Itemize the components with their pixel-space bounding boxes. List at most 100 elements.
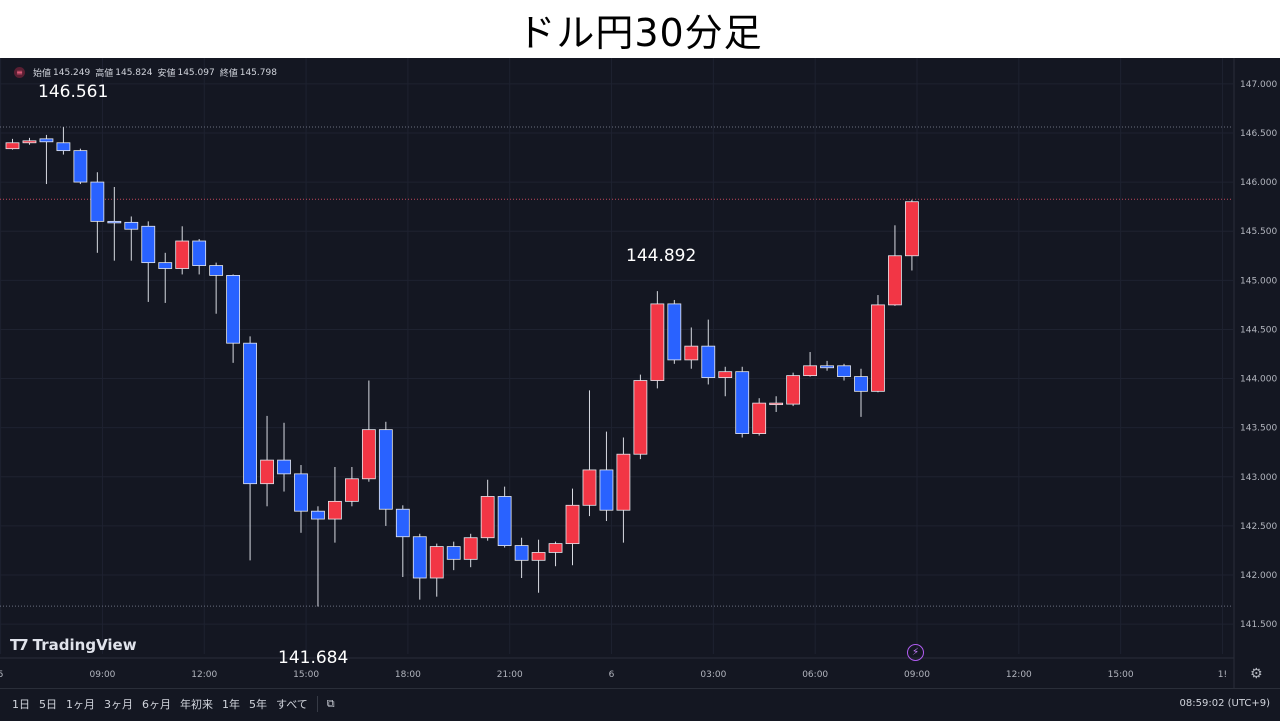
- open-value: 145.249: [53, 67, 91, 78]
- x-tick-label-2: 12:00: [191, 670, 217, 680]
- symbol-icon[interactable]: ≡: [14, 67, 25, 78]
- candle-body-21: [361, 429, 376, 480]
- candle-body-2: [39, 138, 54, 143]
- candle-body-35: [599, 469, 614, 511]
- y-tick-label-9: 142.500: [1240, 522, 1277, 532]
- range-1d[interactable]: 1日: [12, 698, 30, 711]
- candle-body-23: [395, 508, 410, 538]
- candle-body-11: [192, 240, 207, 266]
- bolt-icon[interactable]: ⚡: [907, 644, 924, 661]
- candle-body-13: [226, 275, 241, 344]
- range-all[interactable]: すべて: [276, 698, 308, 711]
- low-annotation: 141.684: [278, 648, 349, 668]
- x-tick-label-6: 6: [609, 670, 615, 680]
- candle-body-48: [820, 365, 834, 369]
- candle-body-6: [107, 220, 122, 224]
- candle-body-17: [294, 473, 308, 512]
- candle-body-46: [786, 375, 801, 405]
- range-1y[interactable]: 1年: [222, 698, 240, 711]
- candle-body-43: [735, 371, 750, 434]
- candle-body-36: [616, 453, 631, 511]
- candle-body-15: [260, 459, 274, 485]
- candle-body-33: [565, 504, 580, 545]
- range-1m[interactable]: 1ヶ月: [66, 698, 95, 711]
- y-tick-label-5: 144.500: [1240, 325, 1277, 335]
- candle-body-53: [905, 201, 919, 257]
- y-tick-label-10: 142.000: [1240, 571, 1277, 581]
- y-tick-label-11: 141.500: [1240, 620, 1277, 630]
- y-tick-label-8: 143.000: [1240, 473, 1277, 483]
- candle-body-29: [497, 496, 512, 546]
- candle-body-16: [277, 459, 291, 475]
- candle-body-10: [175, 240, 190, 269]
- candle-body-42: [718, 371, 733, 378]
- candle-body-47: [803, 365, 817, 377]
- candle-body-3: [56, 142, 71, 152]
- ohlc-legend: ≡ 始値 145.249 高値 145.824 安値 145.097 終値 14…: [14, 66, 280, 79]
- high-value: 145.824: [115, 67, 153, 78]
- candle-body-37: [633, 380, 648, 455]
- candle-body-26: [446, 546, 461, 560]
- page-title: ドル円30分足: [0, 0, 1280, 58]
- high-label: 高値: [95, 69, 114, 79]
- range-6m[interactable]: 6ヶ月: [142, 698, 171, 711]
- candle-body-49: [837, 365, 851, 377]
- candle-body-28: [480, 496, 495, 539]
- high-annotation: 146.561: [38, 82, 109, 102]
- x-tick-label-5: 21:00: [497, 670, 523, 680]
- gear-icon[interactable]: ⚙: [1250, 666, 1263, 682]
- candle-body-52: [888, 255, 902, 306]
- candlestick-chart[interactable]: 147.000 146.500 146.000 145.500 145.000 144.5…: [0, 58, 1280, 688]
- candle-body-25: [429, 546, 444, 579]
- candle-body-50: [854, 376, 868, 392]
- candle-body-12: [209, 265, 224, 276]
- tradingview-logo-icon: T7: [10, 636, 29, 654]
- x-tick-label-7: 03:00: [700, 670, 726, 680]
- candle-body-39: [667, 303, 682, 361]
- toolbar-divider: [316, 696, 318, 712]
- close-value: 145.798: [239, 67, 277, 78]
- candle-body-34: [582, 469, 597, 506]
- open-label: 始値: [33, 69, 52, 79]
- bottom-toolbar: 1日 5日 1ヶ月 3ヶ月 6ヶ月 年初来 1年 5年 すべて ⧉ 08:59:…: [0, 688, 1280, 721]
- candle-body-4: [73, 150, 88, 183]
- x-tick-label-0: 5: [0, 670, 3, 680]
- x-tick-label-12: 1!: [1218, 670, 1227, 680]
- range-ytd[interactable]: 年初来: [180, 698, 213, 711]
- candle-body-5: [90, 181, 105, 222]
- y-tick-label-7: 143.500: [1240, 424, 1277, 434]
- tradingview-logo[interactable]: T7 TradingView: [10, 636, 137, 654]
- candle-body-41: [701, 345, 716, 378]
- candle-body-44: [752, 402, 767, 434]
- range-3m[interactable]: 3ヶ月: [104, 698, 133, 711]
- candle-body-18: [311, 510, 325, 520]
- x-tick-label-4: 18:00: [395, 670, 421, 680]
- candle-body-7: [124, 221, 139, 230]
- x-tick-label-3: 15:00: [293, 670, 319, 680]
- y-tick-label-2: 146.000: [1240, 178, 1277, 188]
- y-tick-label-6: 144.000: [1240, 375, 1277, 385]
- time-range-selector: 1日 5日 1ヶ月 3ヶ月 6ヶ月 年初来 1年 5年 すべて ⧉: [12, 689, 335, 719]
- x-tick-label-1: 09:00: [89, 670, 115, 680]
- candle-body-32: [548, 543, 563, 553]
- y-tick-label-0: 147.000: [1240, 80, 1277, 90]
- candle-body-8: [141, 225, 156, 264]
- range-5d[interactable]: 5日: [39, 698, 57, 711]
- low-value: 145.097: [177, 67, 215, 78]
- chart-panel[interactable]: 147.000 146.500 146.000 145.500 145.000 144.5…: [0, 58, 1280, 721]
- x-tick-label-10: 12:00: [1006, 670, 1032, 680]
- candle-body-27: [463, 537, 478, 560]
- close-label: 終値: [219, 69, 238, 79]
- candle-body-38: [650, 303, 665, 381]
- candle-body-20: [344, 478, 359, 502]
- candle-body-0: [5, 142, 20, 150]
- range-5y[interactable]: 5年: [249, 698, 267, 711]
- x-tick-label-9: 09:00: [904, 670, 930, 680]
- candle-body-51: [871, 304, 885, 392]
- candle-body-22: [378, 429, 393, 510]
- x-tick-label-11: 15:00: [1108, 670, 1134, 680]
- calendar-icon[interactable]: ⧉: [326, 697, 335, 710]
- candle-body-40: [684, 345, 699, 361]
- candle-body-14: [243, 342, 257, 485]
- mid-annotation: 144.892: [626, 246, 697, 266]
